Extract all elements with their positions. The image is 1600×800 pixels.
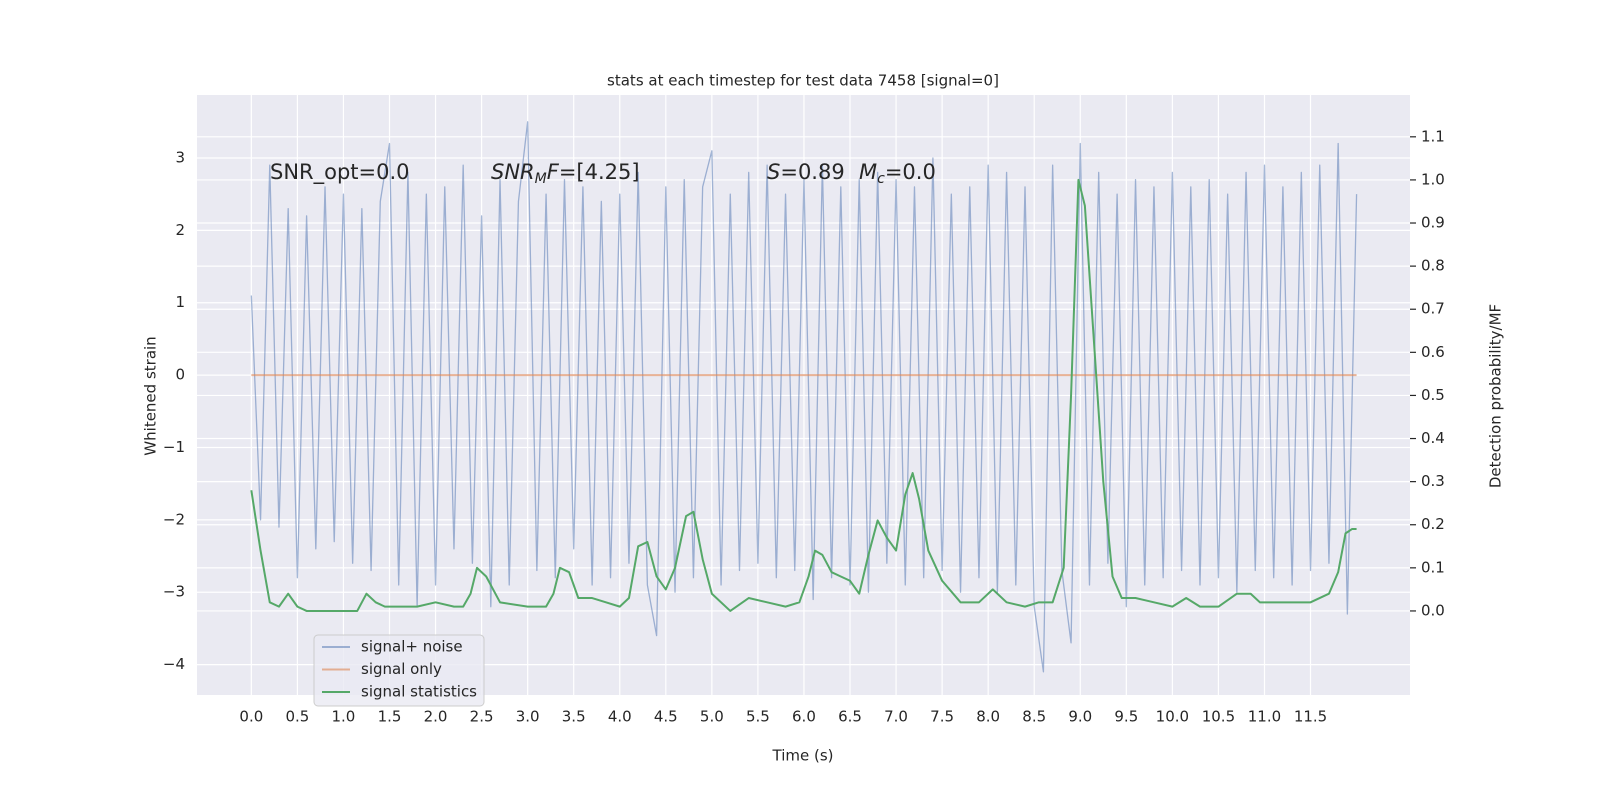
annotation-part: SNR_opt=0.0 [270,160,410,185]
y2-tick-label: 0.7 [1421,300,1445,318]
legend-box [313,634,485,707]
y2-tick-label: 1.0 [1421,170,1445,188]
x-tick-label: 10.0 [1156,708,1189,726]
x-tick-label: 6.5 [838,708,862,726]
annotation-part: =[4.25] [559,160,640,184]
y2-tick-label: 0.4 [1421,429,1445,447]
chart-title: stats at each timestep for test data 745… [607,72,999,90]
y-tick-label: 1 [175,293,185,311]
y-tick-label: −4 [163,655,185,673]
x-tick-label: 0.0 [239,708,263,726]
y-tick-label: −3 [163,583,185,601]
x-tick-label: 5.5 [746,708,770,726]
legend-label: signal+ noise [361,638,463,656]
y2-axis-label: Detection probability/MF [1487,304,1505,488]
annotation: Mc=0.0 [859,160,936,187]
x-tick-label: 9.5 [1114,708,1138,726]
x-tick-label: 9.0 [1068,708,1092,726]
legend-label: signal statistics [361,683,477,701]
x-tick-label: 3.0 [516,708,540,726]
annotation: S=0.89 [767,160,845,184]
y-tick-label: 3 [175,148,185,166]
y2-tick-label: 0.0 [1421,601,1445,619]
annotation-part: =0.0 [885,160,936,184]
x-tick-label: 8.5 [1022,708,1046,726]
x-tick-label: 1.0 [332,708,356,726]
annotation-part: c [877,171,885,187]
y-tick-label: 2 [175,221,185,239]
y2-tick-label: 1.1 [1421,127,1445,145]
annotation-part: SNR [491,160,535,184]
annotation-part: M [535,171,547,187]
series-line [250,121,1358,673]
annotation-part: =0.89 [780,160,844,184]
y-tick-label: −2 [163,510,185,528]
y2-tick-label: 0.3 [1421,472,1445,490]
x-tick-label: 4.0 [608,708,632,726]
y2-tick-label: 0.2 [1421,515,1445,533]
y-tick-label: 0 [175,366,185,384]
x-tick-label: 6.0 [792,708,816,726]
y2-tick-label: 0.1 [1421,558,1445,576]
annotation: SNR_opt=0.0 [270,160,410,185]
x-tick-label: 11.0 [1248,708,1281,726]
x-tick-label: 11.5 [1294,708,1327,726]
x-tick-label: 5.0 [700,708,724,726]
y2-tick-label: 0.8 [1421,257,1445,275]
y-tick-label: −1 [163,438,185,456]
x-tick-label: 2.0 [424,708,448,726]
annotation-part: M [859,160,877,184]
x-tick-label: 4.5 [654,708,678,726]
legend-label: signal only [361,660,442,678]
y2-tick-label: 0.9 [1421,214,1445,232]
x-tick-label: 8.0 [976,708,1000,726]
series-line [250,178,1357,612]
x-tick-label: 10.5 [1202,708,1235,726]
x-tick-label: 0.5 [285,708,309,726]
x-tick-label: 2.5 [470,708,494,726]
x-tick-label: 7.0 [884,708,908,726]
annotation-part: F [547,160,560,184]
y2-tick-label: 0.5 [1421,386,1445,404]
y-axis-label: Whitened strain [142,336,160,455]
y2-tick-label: 0.6 [1421,343,1445,361]
x-tick-label: 1.5 [378,708,402,726]
x-tick-label: 3.5 [562,708,586,726]
annotation-part: S [767,160,780,184]
x-axis-label: Time (s) [772,747,834,765]
x-tick-label: 7.5 [930,708,954,726]
annotation: SNRMF=[4.25] [491,160,640,187]
